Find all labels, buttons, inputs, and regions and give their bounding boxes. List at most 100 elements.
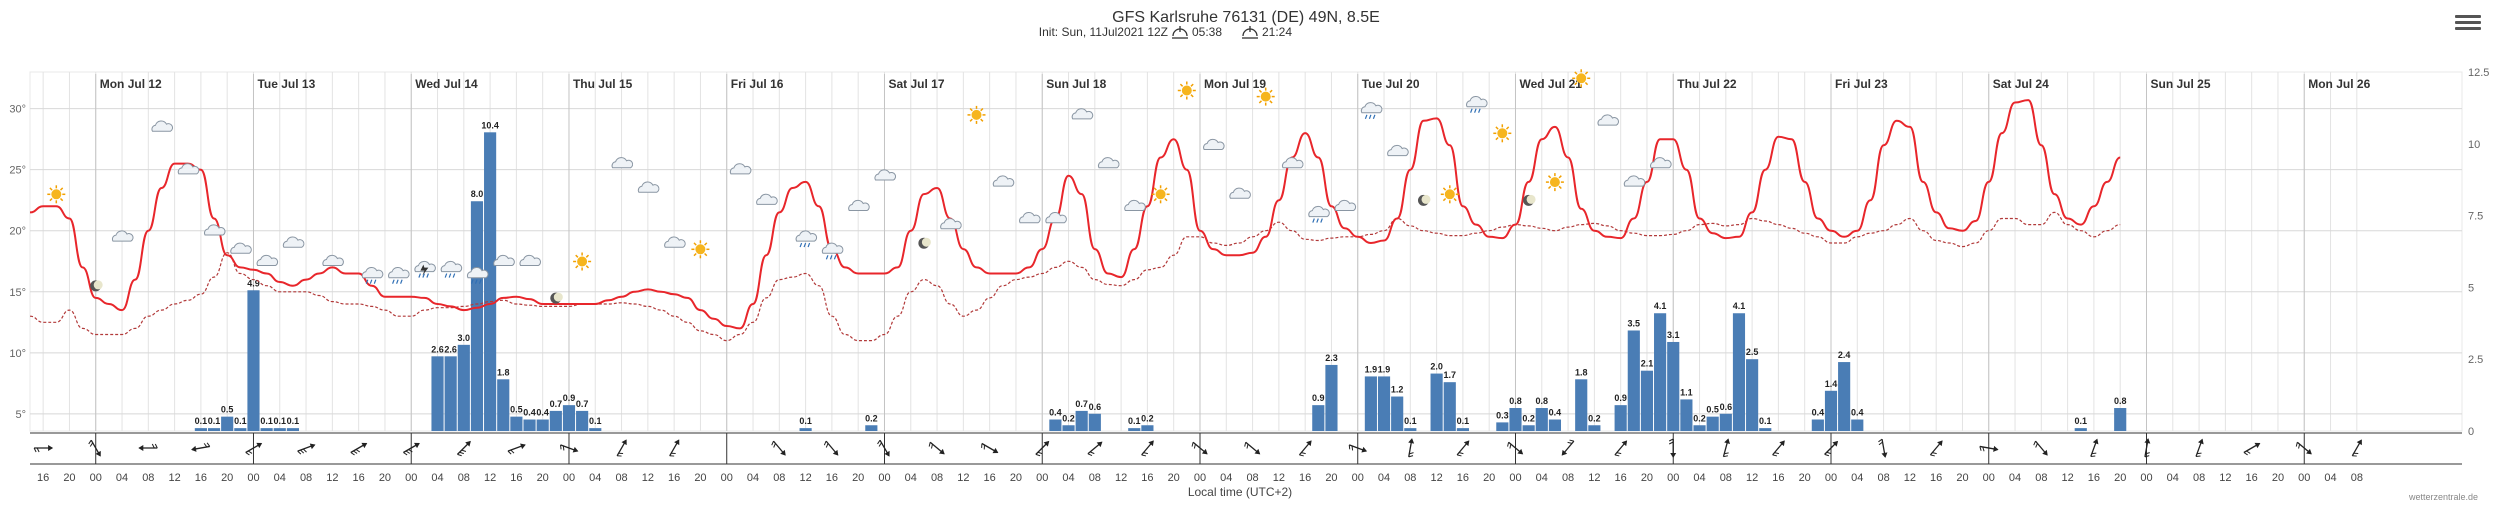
precip-label: 0.1 [195, 416, 208, 426]
precip-bar [1364, 376, 1377, 431]
cloud-icon [519, 254, 541, 266]
precip-bar [457, 344, 470, 431]
y-right-tick-label: 10 [2468, 139, 2480, 151]
day-label: Mon Jul 19 [1204, 77, 1266, 91]
day-label: Mon Jul 26 [2308, 77, 2370, 91]
precip-label: 0.7 [550, 399, 563, 409]
precip-label: 1.9 [1378, 364, 1391, 374]
precip-label: 2.6 [444, 344, 457, 354]
cloud-icon [1387, 144, 1409, 157]
hour-tick-label: 16 [1772, 472, 1784, 484]
hour-tick-label: 12 [1430, 472, 1442, 484]
sun-icon [47, 185, 66, 204]
wind-arrow-icon [245, 442, 263, 456]
hour-tick-label: 12 [168, 472, 180, 484]
precip-label: 0.1 [1404, 416, 1417, 426]
wind-arrow-icon [1191, 441, 1208, 455]
precip-bar [523, 419, 536, 431]
temperature-line [29, 99, 2121, 330]
sun-icon [1151, 185, 1170, 204]
precip-label: 0.1 [2075, 416, 2088, 426]
day-label: Sun Jul 18 [1046, 77, 1106, 91]
hour-tick-label: 04 [1062, 472, 1074, 484]
precip-bar [1693, 425, 1706, 431]
cloud-icon [1650, 157, 1672, 169]
hour-tick-label: 16 [2246, 472, 2258, 484]
hour-tick-label: 12 [1588, 472, 1600, 484]
hour-tick-label: 12 [1273, 472, 1285, 484]
precip-bar [221, 416, 234, 431]
rain-icon [440, 260, 463, 278]
hour-tick-label: 08 [458, 472, 470, 484]
precip-bar [1614, 405, 1627, 431]
precip-bar [1404, 428, 1417, 431]
cloud-icon [1597, 114, 1619, 126]
cloud-icon [992, 175, 1015, 187]
precip-bar [1443, 382, 1456, 431]
precip-bar [1640, 370, 1654, 431]
sun-icon [1493, 124, 1512, 143]
cloud-icon [203, 224, 226, 236]
precip-bar [549, 410, 562, 431]
precip-label: 0.1 [234, 416, 247, 426]
cloud-icon [322, 254, 344, 266]
y-right-tick-label: 0 [2468, 426, 2474, 438]
cloud-icon [1019, 212, 1041, 224]
precip-bar [207, 428, 221, 431]
cloud-icon [1203, 138, 1225, 150]
hour-tick-label: 20 [537, 472, 549, 484]
hour-tick-label: 08 [1089, 472, 1101, 484]
precip-bar [536, 419, 549, 431]
hour-tick-label: 00 [1194, 472, 1206, 484]
hour-tick-label: 20 [2272, 472, 2284, 484]
precip-bar [1312, 405, 1325, 431]
hour-tick-label: 20 [221, 472, 233, 484]
cloud-icon [664, 236, 686, 248]
hour-tick-label: 16 [1141, 472, 1153, 484]
plot-area [29, 71, 2463, 432]
day-label: Sun Jul 25 [2150, 77, 2210, 91]
cloud-icon [848, 199, 870, 211]
precip-label: 10.4 [481, 120, 499, 130]
hour-tick-label: 12 [799, 472, 811, 484]
wind-arrow-icon [1244, 441, 1261, 455]
precip-label: 3.0 [458, 333, 471, 343]
chart-menu-button[interactable] [2455, 12, 2481, 34]
hour-tick-label: 12 [957, 472, 969, 484]
wind-arrow-icon [297, 443, 316, 455]
sun-icon [1545, 173, 1564, 192]
precip-bar [1746, 359, 1759, 431]
day-label: Tue Jul 20 [1362, 77, 1420, 91]
hour-tick-label: 16 [668, 472, 680, 484]
precip-label: 0.4 [1851, 408, 1864, 418]
precip-bar [799, 428, 812, 431]
hour-tick-label: 00 [563, 472, 575, 484]
wind-arrow-icon [1408, 438, 1415, 458]
hour-tick-label: 04 [431, 472, 443, 484]
rain-icon [1308, 205, 1330, 223]
hour-tick-label: 04 [2009, 472, 2021, 484]
hour-tick-label: 08 [2351, 472, 2363, 484]
sunset-icon [1242, 26, 1258, 39]
precip-bar [286, 428, 299, 431]
wind-arrow-icon [1722, 438, 1730, 458]
precip-bar [589, 428, 602, 431]
precip-label: 1.8 [1575, 367, 1588, 377]
chart-title: GFS Karlsruhe 76131 (DE) 49N, 8.5E [1112, 9, 1380, 26]
hour-tick-label: 12 [1746, 472, 1758, 484]
precip-label: 4.1 [1733, 301, 1746, 311]
precip-label: 1.1 [1680, 387, 1693, 397]
sun-icon [1572, 69, 1591, 88]
precip-bar [497, 379, 510, 431]
wind-arrow-icon [1979, 445, 1999, 452]
precip-bar [1680, 399, 1693, 431]
precip-bar [431, 356, 444, 431]
precip-label: 2.4 [1838, 350, 1851, 360]
hour-tick-label: 04 [747, 472, 759, 484]
rain-icon [821, 242, 844, 260]
hour-tick-label: 04 [116, 472, 128, 484]
hour-tick-label: 16 [37, 472, 49, 484]
precip-bar [1811, 419, 1824, 431]
rain-icon [1360, 102, 1383, 120]
cloud-icon [1334, 199, 1357, 211]
